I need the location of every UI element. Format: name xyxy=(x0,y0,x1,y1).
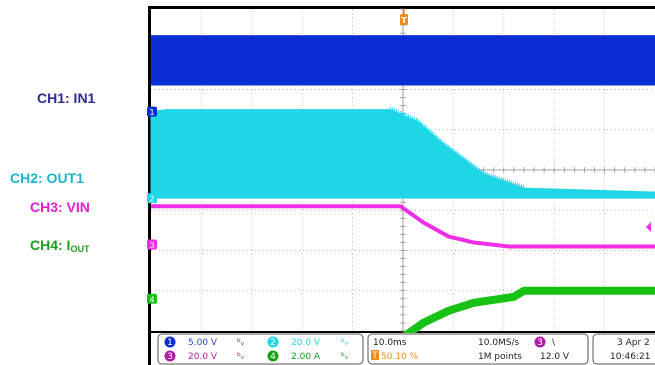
ch4-ground-marker: 4 xyxy=(147,293,157,304)
ch1-trace xyxy=(151,35,655,86)
ch1-label: CH1: IN1 xyxy=(37,90,96,106)
trigger-source-icon xyxy=(534,336,546,348)
svg-text:1: 1 xyxy=(167,338,173,348)
svg-text:3: 3 xyxy=(167,352,173,362)
trigger-level-marker xyxy=(646,222,651,232)
ch4-scale-readout: 4 2.00 A ᵇᵥ xyxy=(267,350,349,362)
ch2-label: CH2: OUT1 xyxy=(10,170,84,186)
timebase-value: 10.0ms xyxy=(373,338,407,348)
trigger-position-value: 50.10 % xyxy=(381,352,419,362)
timebase-box xyxy=(367,333,589,365)
ch4-label-main: CH4: I xyxy=(30,237,71,253)
svg-text:2: 2 xyxy=(270,338,276,348)
ch1-bw-icon: ᵇᵥ xyxy=(237,338,245,348)
ch2-scale-readout: 2 20.0 V ᵇᵥ xyxy=(267,336,349,348)
ch1-scale-value: 5.00 V xyxy=(188,338,218,348)
svg-text:2: 2 xyxy=(149,195,154,204)
svg-text:3: 3 xyxy=(149,241,154,250)
datetime-box xyxy=(592,333,655,365)
ch3-scale-readout: 3 20.0 V ᵇᵥ xyxy=(164,350,245,362)
svg-text:T: T xyxy=(371,351,378,361)
trigger-slope-icon: \ xyxy=(552,338,556,348)
ch4-scale-value: 2.00 A xyxy=(291,352,321,362)
ch2-trace xyxy=(150,109,655,199)
trigger-marker: T xyxy=(400,9,408,25)
ch4-label-subscript: OUT xyxy=(70,244,90,254)
ch4-bw-icon: ᵇᵥ xyxy=(341,352,349,362)
trigger-marker-label: T xyxy=(401,16,407,25)
ch3-ground-marker: 3 xyxy=(147,239,157,250)
record-length-value: 1M points xyxy=(478,352,522,362)
sample-rate-value: 10.0MS/s xyxy=(478,338,520,348)
channel-markers: 1 2 3 4 xyxy=(147,106,157,304)
readout-panel: 1 5.00 V ᵇᵥ 2 20.0 V ᵇᵥ 3 20.0 V ᵇᵥ 4 2.… xyxy=(151,333,655,365)
trigger-level-value: 12.0 V xyxy=(540,352,570,362)
ch2-ground-marker: 2 xyxy=(147,193,157,204)
ch4-label: CH4: IOUT xyxy=(30,237,89,254)
ch3-bw-icon: ᵇᵥ xyxy=(237,352,245,362)
ch3-trace xyxy=(151,204,655,249)
ch2-scale-value: 20.0 V xyxy=(291,338,321,348)
ch1-scale-readout: 1 5.00 V ᵇᵥ xyxy=(164,336,245,348)
ch2-bw-icon: ᵇᵥ xyxy=(341,338,349,348)
ch1-ground-marker: 1 xyxy=(147,106,157,117)
trigger-pos-icon xyxy=(371,350,379,360)
channel-scale-box xyxy=(157,333,364,365)
time-value: 10:46:21 xyxy=(610,352,650,362)
ch3-label: CH3: VIN xyxy=(30,199,90,215)
svg-text:3: 3 xyxy=(537,338,543,348)
ch3-scale-value: 20.0 V xyxy=(188,352,218,362)
traces xyxy=(150,35,655,344)
svg-text:4: 4 xyxy=(149,295,154,304)
svg-text:4: 4 xyxy=(270,352,276,362)
date-value: 3 Apr 2 xyxy=(617,338,650,348)
svg-text:1: 1 xyxy=(149,108,154,117)
